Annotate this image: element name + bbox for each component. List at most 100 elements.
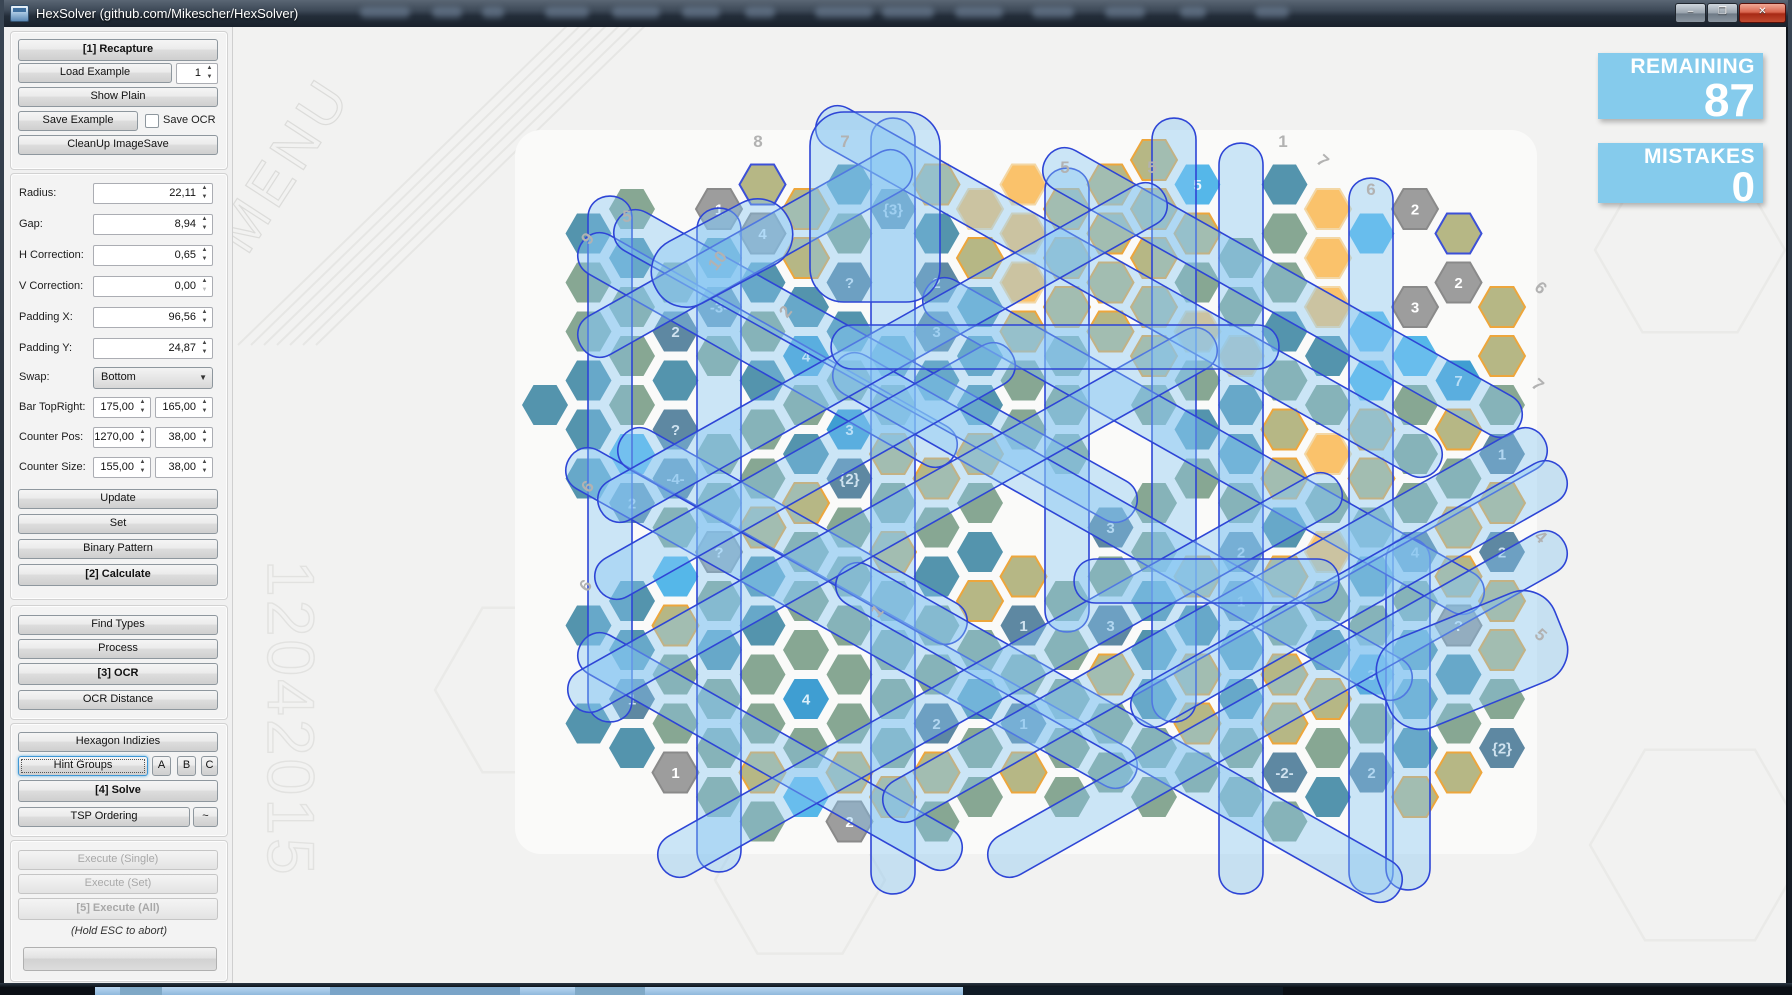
hex-cell[interactable]: 2: [1390, 188, 1440, 230]
hex-cell[interactable]: [1305, 336, 1351, 376]
counter-size-y[interactable]: 38,00 ▲ ▼: [155, 457, 213, 478]
hex-cell[interactable]: [1477, 580, 1527, 622]
hex-cell[interactable]: [739, 360, 786, 401]
padding-y-field[interactable]: 24,87 ▲ ▼: [93, 338, 213, 359]
hex-cell[interactable]: [1131, 581, 1177, 621]
hex-cell[interactable]: 4: [783, 679, 829, 719]
hex-cell[interactable]: [739, 801, 786, 842]
hex-cell[interactable]: [1261, 311, 1308, 352]
hex-cell[interactable]: [1216, 335, 1266, 377]
hex-cell[interactable]: [957, 630, 1003, 670]
hex-cell[interactable]: [826, 213, 873, 254]
hex-cell[interactable]: [1348, 703, 1395, 744]
hex-cell[interactable]: [826, 654, 873, 695]
hex-cell[interactable]: 3: [1087, 605, 1134, 646]
hex-cell[interactable]: [1173, 310, 1222, 353]
hex-cell[interactable]: [1435, 654, 1482, 695]
calculate-button[interactable]: [2] Calculate: [18, 564, 218, 586]
hex-cell[interactable]: [955, 580, 1005, 622]
hex-cell[interactable]: [1390, 776, 1440, 818]
hex-cell[interactable]: [1174, 458, 1221, 499]
hex-cell[interactable]: {2}: [826, 458, 873, 499]
hex-cell[interactable]: [1261, 507, 1308, 548]
bar-topright-x[interactable]: 175,00 ▲ ▼: [93, 397, 151, 418]
hex-cell[interactable]: [1392, 385, 1438, 425]
load-example-button[interactable]: Load Example: [18, 63, 172, 83]
hex-cell[interactable]: [1174, 360, 1221, 401]
hint-group-c-button[interactable]: C: [201, 756, 218, 776]
hex-cell[interactable]: [1261, 262, 1308, 303]
solve-button[interactable]: [4] Solve: [18, 780, 218, 802]
hex-cell[interactable]: [826, 507, 873, 548]
hex-cell[interactable]: [913, 556, 960, 597]
hex-cell[interactable]: [999, 163, 1048, 206]
padding-x-field[interactable]: 96,56 ▲ ▼: [93, 307, 213, 328]
hex-cell[interactable]: [1261, 801, 1308, 842]
hex-cell[interactable]: 7: [1435, 360, 1482, 401]
hex-cell[interactable]: [1044, 630, 1090, 670]
hex-cell[interactable]: [1218, 728, 1264, 768]
hex-cell[interactable]: [1392, 336, 1438, 376]
hex-cell[interactable]: 1: [651, 751, 700, 794]
hex-cell[interactable]: [1218, 238, 1264, 278]
hex-cell[interactable]: 2: [913, 703, 960, 744]
hex-cell[interactable]: 3: [826, 409, 873, 450]
show-plain-button[interactable]: Show Plain: [18, 87, 218, 107]
hex-cell[interactable]: [955, 237, 1005, 279]
hex-cell[interactable]: [957, 532, 1003, 572]
hex-cell[interactable]: [1131, 532, 1177, 572]
hex-cell[interactable]: [1044, 385, 1090, 425]
hex-cell[interactable]: [999, 212, 1048, 255]
hex-cell[interactable]: [1131, 385, 1177, 425]
hex-cell[interactable]: [913, 507, 960, 548]
hex-cell[interactable]: [1303, 678, 1353, 720]
recapture-button[interactable]: [1] Recapture: [18, 39, 218, 61]
hex-cell[interactable]: [696, 777, 742, 817]
hex-cell[interactable]: 4: [738, 212, 787, 255]
execute-set-button[interactable]: Execute (Set): [18, 874, 218, 894]
hex-cell[interactable]: 3: [1390, 286, 1440, 328]
hex-cell[interactable]: [1434, 506, 1483, 549]
counter-pos-y[interactable]: 38,00 ▲ ▼: [155, 427, 213, 448]
hex-cell[interactable]: [1305, 483, 1351, 523]
hex-cell[interactable]: 4: [1392, 532, 1438, 572]
hex-cell[interactable]: ?: [826, 262, 873, 303]
hex-cell[interactable]: [999, 751, 1048, 794]
hex-cell[interactable]: [912, 751, 961, 794]
radius-field[interactable]: 22,11 ▲ ▼: [93, 183, 213, 204]
hex-cell[interactable]: [957, 336, 1003, 376]
hex-cell[interactable]: [1044, 336, 1090, 376]
hex-cell[interactable]: [1042, 286, 1092, 328]
hex-cell[interactable]: [1044, 581, 1090, 621]
hex-cell[interactable]: 2: [652, 311, 699, 352]
hex-cell[interactable]: [1303, 237, 1353, 279]
hex-cell[interactable]: [1261, 360, 1308, 401]
maximize-button[interactable]: ❐: [1707, 3, 1738, 23]
close-button[interactable]: ✕: [1739, 3, 1786, 23]
update-button[interactable]: Update: [18, 489, 218, 509]
hex-cell[interactable]: [696, 581, 742, 621]
load-example-count[interactable]: 1 ▲ ▼: [176, 63, 218, 84]
ocr-distance-button[interactable]: OCR Distance: [18, 690, 218, 710]
hex-cell[interactable]: [826, 311, 873, 352]
hex-cell[interactable]: [1174, 752, 1221, 793]
hex-cell[interactable]: [1477, 286, 1527, 328]
save-ocr-checkbox[interactable]: [145, 114, 159, 128]
hint-groups-button[interactable]: Hint Groups: [18, 756, 148, 776]
hex-cell[interactable]: [1086, 310, 1135, 353]
hex-cell[interactable]: [783, 630, 829, 670]
hex-cell[interactable]: [781, 237, 831, 279]
hex-cell[interactable]: [1218, 777, 1264, 817]
tilde-button[interactable]: ~: [193, 807, 218, 827]
hex-cell[interactable]: [783, 728, 829, 768]
hex-cell[interactable]: [957, 385, 1003, 425]
hex-cell[interactable]: [739, 703, 786, 744]
hex-cell[interactable]: [1347, 457, 1396, 500]
hex-cell[interactable]: [522, 385, 568, 425]
cleanup-button[interactable]: CleanUp ImageSave: [18, 135, 218, 155]
hex-cell[interactable]: [1131, 679, 1177, 719]
hex-cell[interactable]: [565, 703, 612, 744]
hex-cell[interactable]: {3}: [870, 189, 916, 229]
hex-cell[interactable]: [1086, 261, 1135, 304]
h-correction-field[interactable]: 0,65 ▲ ▼: [93, 245, 213, 266]
